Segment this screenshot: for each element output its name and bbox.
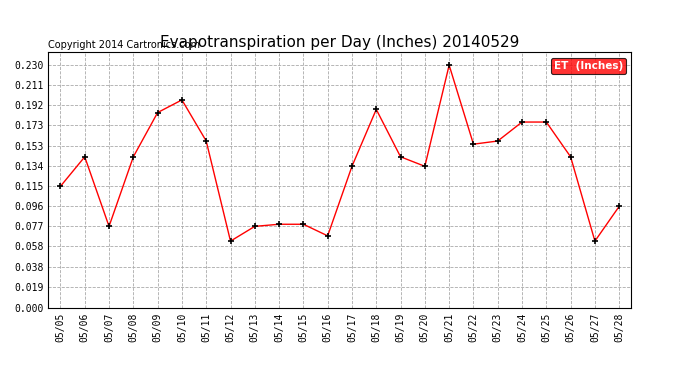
Title: Evapotranspiration per Day (Inches) 20140529: Evapotranspiration per Day (Inches) 2014… <box>160 35 520 50</box>
Text: Copyright 2014 Cartronics.com: Copyright 2014 Cartronics.com <box>48 40 200 50</box>
Legend: ET  (Inches): ET (Inches) <box>551 58 626 74</box>
